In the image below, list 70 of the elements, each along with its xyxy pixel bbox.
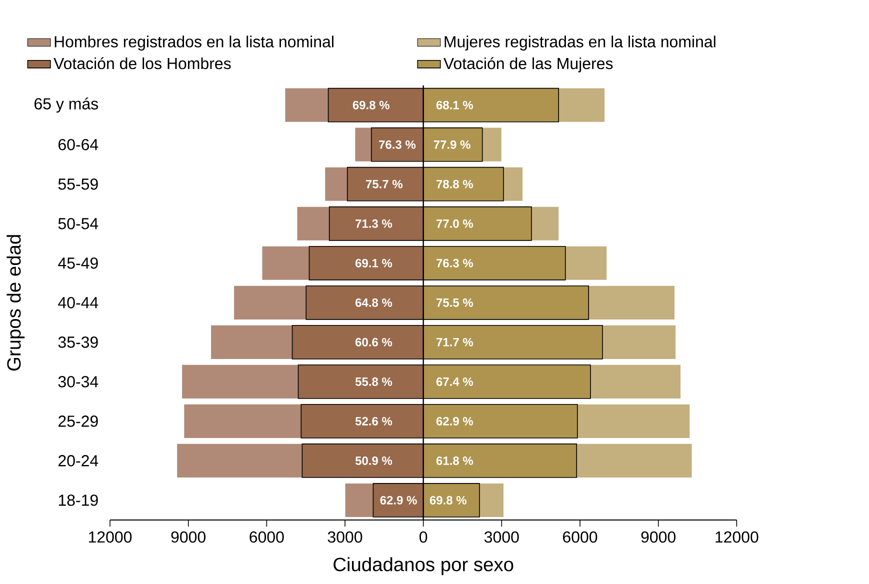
bar bbox=[565, 246, 607, 280]
annotation: 75.7 % bbox=[366, 180, 403, 188]
annotation: 71.3 % bbox=[356, 219, 392, 228]
y-tick-label: 45-49 bbox=[58, 257, 98, 269]
legend-label: Votación de los Hombres bbox=[54, 57, 231, 70]
annotation: 62.9 % bbox=[436, 416, 474, 426]
bar bbox=[297, 206, 330, 240]
annotation: 67.4 % bbox=[436, 377, 474, 386]
bar bbox=[177, 444, 302, 478]
bar bbox=[182, 364, 298, 398]
annotation: 61.8 % bbox=[436, 456, 474, 465]
x-tick-label: 12000 bbox=[716, 531, 758, 543]
y-axis-title: Grupos de edad bbox=[6, 235, 25, 371]
annotation: 77.0 % bbox=[436, 219, 474, 228]
bar bbox=[602, 325, 676, 359]
annotation: 77.9 % bbox=[434, 140, 470, 149]
annotation: 76.3 % bbox=[436, 258, 474, 268]
bar bbox=[262, 246, 310, 280]
y-tick-label: 25-29 bbox=[58, 416, 98, 427]
annotation: 71.7 % bbox=[436, 338, 474, 346]
x-tick-label: 9000 bbox=[171, 531, 206, 543]
bar bbox=[576, 444, 692, 478]
bar bbox=[325, 167, 348, 201]
annotation: 78.8 % bbox=[436, 180, 474, 188]
annotation: 62.9 % bbox=[380, 496, 417, 504]
bar bbox=[184, 404, 302, 438]
annotation: 60.6 % bbox=[355, 338, 392, 346]
bar bbox=[503, 167, 523, 201]
y-tick-label: 40-44 bbox=[58, 297, 98, 308]
bar bbox=[588, 286, 675, 320]
annotation: 75.5 % bbox=[436, 298, 474, 307]
bar bbox=[211, 325, 292, 359]
x-tick-label: 6000 bbox=[250, 531, 284, 543]
y-tick-label: 18-19 bbox=[58, 494, 98, 506]
bar bbox=[482, 128, 502, 162]
annotation: 69.1 % bbox=[355, 258, 392, 268]
annotation: 69.8 % bbox=[352, 100, 390, 110]
annotation: 76.3 % bbox=[379, 140, 416, 149]
legend-label: Mujeres registradas en la lista nominal bbox=[444, 36, 716, 51]
y-tick-label: 55-59 bbox=[58, 178, 98, 190]
x-tick-label: 12000 bbox=[88, 531, 132, 543]
annotation: 52.6 % bbox=[355, 416, 392, 426]
annotation: 55.8 % bbox=[355, 377, 392, 386]
bar bbox=[355, 128, 372, 162]
legend-label: Votación de las Mujeres bbox=[443, 57, 613, 72]
y-tick-label: 65 y más bbox=[34, 98, 98, 113]
annotation: 50.9 % bbox=[355, 456, 392, 465]
x-tick-label: 3000 bbox=[328, 531, 362, 543]
bar bbox=[234, 286, 306, 320]
y-tick-label: 60-64 bbox=[58, 138, 98, 150]
y-tick-label: 50-54 bbox=[58, 218, 98, 230]
annotation: 69.8 % bbox=[430, 496, 466, 504]
x-axis-title: Ciudadanos por sexo bbox=[334, 557, 514, 576]
y-tick-label: 35-39 bbox=[58, 336, 98, 348]
bar bbox=[577, 404, 690, 438]
annotation: 64.8 % bbox=[355, 298, 392, 307]
legend-label: Hombres registrados en la lista nominal bbox=[54, 36, 334, 51]
x-tick-label: 0 bbox=[420, 531, 428, 543]
bar bbox=[345, 483, 374, 518]
annotation: 68.1 % bbox=[436, 100, 474, 110]
bar bbox=[531, 206, 559, 240]
y-tick-label: 20-24 bbox=[58, 455, 98, 466]
bar bbox=[558, 88, 605, 122]
x-tick-label: 9000 bbox=[641, 531, 676, 543]
x-tick-label: 6000 bbox=[563, 531, 598, 543]
bar bbox=[590, 364, 681, 398]
bar bbox=[479, 483, 504, 518]
bar bbox=[285, 88, 328, 122]
y-tick-label: 30-34 bbox=[58, 376, 98, 388]
x-tick-label: 3000 bbox=[484, 531, 519, 543]
